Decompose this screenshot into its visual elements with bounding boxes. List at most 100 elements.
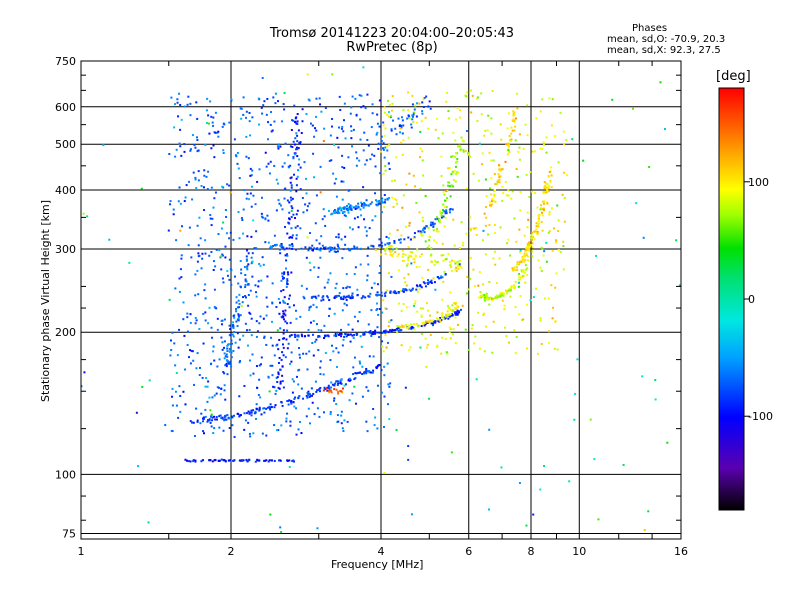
- data-point: [374, 248, 377, 251]
- data-point: [204, 297, 207, 300]
- data-point: [295, 177, 298, 180]
- data-point: [271, 374, 274, 377]
- data-point: [355, 206, 358, 209]
- data-point: [206, 122, 209, 125]
- data-point: [403, 238, 406, 241]
- data-point: [339, 382, 342, 385]
- data-point: [279, 204, 282, 207]
- data-point: [444, 216, 447, 219]
- data-point: [189, 102, 192, 105]
- data-point: [348, 189, 351, 192]
- data-point: [525, 247, 528, 250]
- data-point: [200, 412, 203, 415]
- data-point: [262, 317, 265, 320]
- data-point: [228, 324, 231, 327]
- data-point: [448, 185, 451, 188]
- data-point: [267, 138, 270, 141]
- data-point: [196, 224, 199, 227]
- data-point: [465, 232, 468, 235]
- data-point: [397, 117, 400, 120]
- data-point: [318, 242, 321, 245]
- data-point: [457, 263, 460, 266]
- data-point: [258, 322, 261, 325]
- data-point: [277, 143, 280, 146]
- data-point: [302, 211, 305, 214]
- data-point: [207, 114, 210, 117]
- data-point: [516, 261, 519, 264]
- data-point: [540, 220, 543, 223]
- data-point: [420, 314, 423, 317]
- data-point: [465, 95, 468, 98]
- data-point: [543, 465, 546, 468]
- data-point: [557, 248, 560, 251]
- data-point: [286, 279, 289, 282]
- data-point: [541, 148, 544, 151]
- data-point: [513, 266, 516, 269]
- data-point: [521, 274, 524, 277]
- data-point: [277, 348, 280, 351]
- data-point: [374, 165, 377, 168]
- data-point: [313, 176, 316, 179]
- data-point: [452, 328, 455, 331]
- data-point: [380, 241, 383, 244]
- data-point: [391, 248, 394, 251]
- data-point: [470, 327, 473, 330]
- data-point: [373, 154, 376, 157]
- data-point: [408, 224, 411, 227]
- data-point: [499, 175, 502, 178]
- data-point: [206, 385, 209, 388]
- data-point: [413, 108, 416, 111]
- data-point: [308, 99, 311, 102]
- data-point: [312, 249, 315, 252]
- data-point: [511, 267, 514, 270]
- data-point: [283, 248, 286, 251]
- data-point: [483, 350, 486, 353]
- data-point: [314, 295, 317, 298]
- data-point: [362, 201, 365, 204]
- data-point: [369, 330, 372, 333]
- data-point: [237, 346, 240, 349]
- data-point: [376, 131, 379, 134]
- data-point: [362, 206, 365, 209]
- data-point: [523, 271, 526, 274]
- data-point: [548, 211, 551, 214]
- data-point: [266, 305, 269, 308]
- data-point: [435, 346, 438, 349]
- data-point: [275, 243, 278, 246]
- data-point: [260, 413, 263, 416]
- data-point: [242, 334, 245, 337]
- data-point: [317, 294, 320, 297]
- data-point: [522, 147, 525, 150]
- data-point: [450, 265, 453, 268]
- data-point: [374, 416, 377, 419]
- data-point: [488, 201, 491, 204]
- data-point: [238, 395, 241, 398]
- data-point: [309, 394, 312, 397]
- data-point: [437, 230, 440, 233]
- data-point: [216, 317, 219, 320]
- data-point: [443, 258, 446, 261]
- data-point: [184, 403, 187, 406]
- data-point: [424, 195, 427, 198]
- data-point: [424, 322, 427, 325]
- data-point: [377, 147, 380, 150]
- data-point: [247, 263, 250, 266]
- data-point: [219, 393, 222, 396]
- data-point: [192, 171, 195, 174]
- data-point: [397, 329, 400, 332]
- data-point: [281, 343, 284, 346]
- data-point: [421, 110, 424, 113]
- data-point: [228, 121, 231, 124]
- data-point: [305, 352, 308, 355]
- data-point: [295, 433, 298, 436]
- data-point: [355, 332, 358, 335]
- data-point: [243, 412, 246, 415]
- data-point: [411, 251, 414, 254]
- data-point: [201, 257, 204, 260]
- data-point: [498, 176, 501, 179]
- data-point: [432, 319, 435, 322]
- data-point: [356, 288, 359, 291]
- data-point: [335, 335, 338, 338]
- data-point: [195, 101, 198, 104]
- data-point: [179, 145, 182, 148]
